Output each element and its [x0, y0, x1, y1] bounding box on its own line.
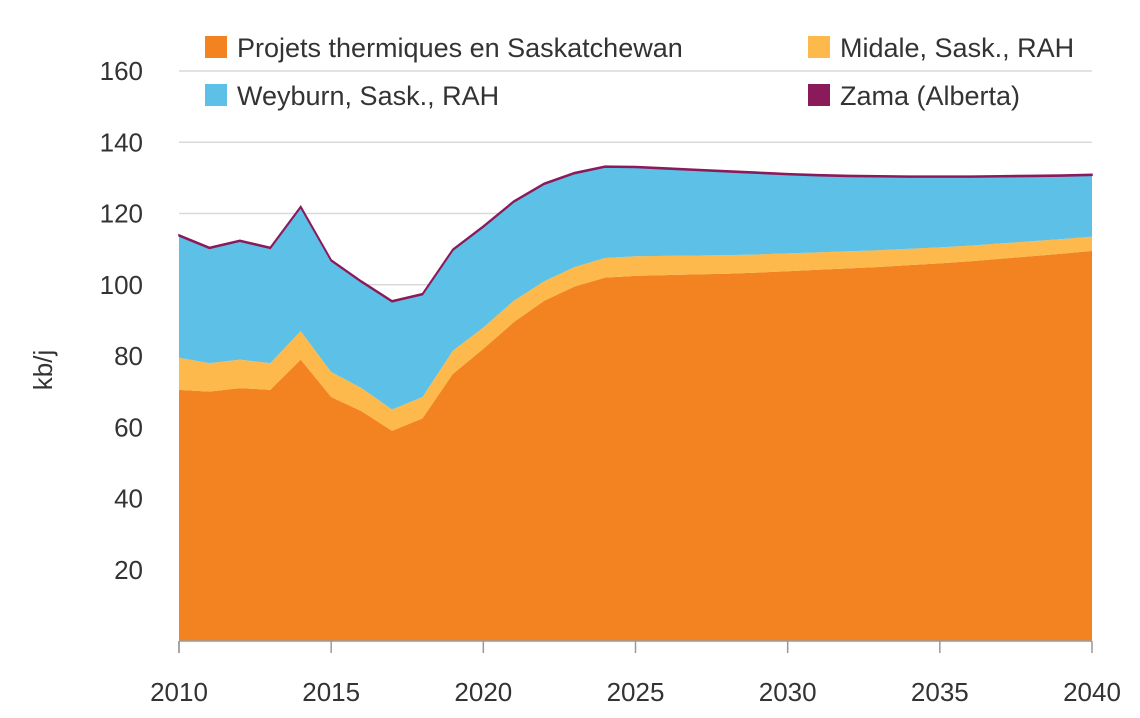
y-tick-label: 100 — [100, 270, 143, 300]
x-tick-label: 2035 — [911, 677, 969, 707]
x-tick-label: 2030 — [759, 677, 817, 707]
x-tick-label: 2025 — [607, 677, 665, 707]
legend-label: Midale, Sask., RAH — [840, 33, 1074, 63]
legend: Projets thermiques en Saskatchewan Midale… — [205, 33, 1074, 111]
area-weyburn-sask-rah — [179, 167, 1092, 410]
y-tick-label: 60 — [114, 412, 143, 442]
legend-swatch — [808, 84, 830, 106]
x-tick-label: 2040 — [1063, 677, 1121, 707]
area-zama-alberta — [178, 165, 1093, 303]
legend-item: Weyburn, Sask., RAH — [205, 81, 499, 111]
y-tick-label: 140 — [100, 127, 143, 157]
area-projets-thermiques-en-saskatchewan — [179, 250, 1092, 641]
y-tick-label: 80 — [114, 341, 143, 371]
legend-item: Zama (Alberta) — [808, 81, 1020, 111]
legend-item: Projets thermiques en Saskatchewan — [205, 33, 683, 63]
y-tick-label: 20 — [114, 555, 143, 585]
legend-label: Zama (Alberta) — [840, 81, 1020, 111]
legend-label: Projets thermiques en Saskatchewan — [237, 33, 683, 63]
legend-swatch — [205, 84, 227, 106]
area-series — [178, 165, 1093, 641]
y-tick-label: 160 — [100, 56, 143, 86]
legend-swatch — [205, 36, 227, 58]
area-midale-sask-rah — [179, 236, 1092, 431]
y-tick-label: 40 — [114, 484, 143, 514]
x-tick-label: 2010 — [150, 677, 208, 707]
x-tick-label: 2015 — [302, 677, 360, 707]
y-axis-label: kb/j — [28, 350, 58, 390]
y-tick-label: 120 — [100, 199, 143, 229]
x-tick-label: 2020 — [454, 677, 512, 707]
legend-label: Weyburn, Sask., RAH — [237, 81, 499, 111]
legend-item: Midale, Sask., RAH — [808, 33, 1074, 63]
legend-swatch — [808, 36, 830, 58]
